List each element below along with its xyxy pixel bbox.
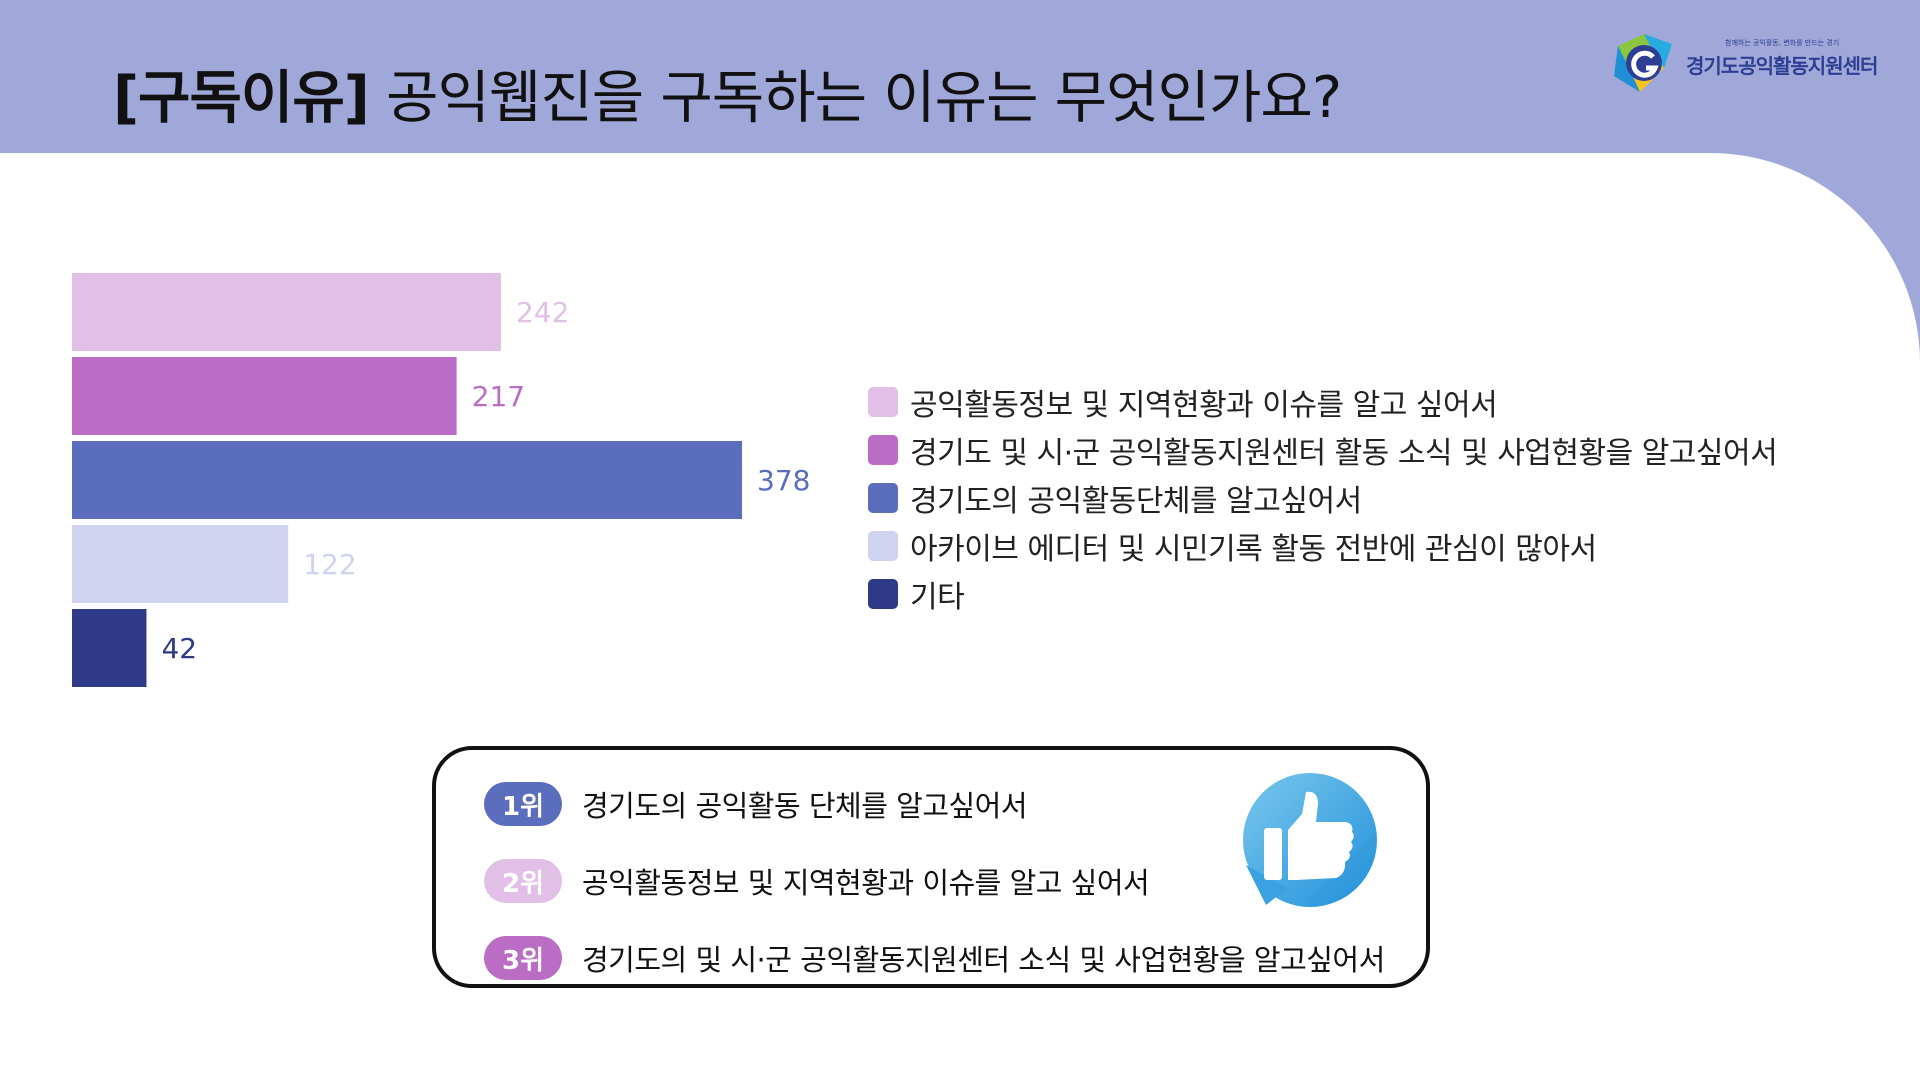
rank-text: 경기도의 공익활동 단체를 알고싶어서 [582, 789, 1028, 823]
legend-swatch [868, 387, 898, 417]
legend-label: 기타 [910, 580, 965, 615]
bar-3 [72, 441, 742, 519]
bar-4 [72, 525, 289, 603]
bar-value-label-5: 42 [161, 632, 197, 665]
legend-item-1: 공익활동정보 및 지역현황과 이슈를 알고 싶어서 [868, 378, 1777, 426]
legend-item-5: 기타 [868, 570, 1777, 618]
rank-badge: 3위 [484, 936, 562, 980]
bar-5 [72, 609, 147, 687]
legend-item-4: 아카이브 에디터 및 시민기록 활동 전반에 관심이 많아서 [868, 522, 1777, 570]
legend-swatch [868, 531, 898, 561]
title-text: 공익웹진을 구독하는 이유는 무엇인가요? [386, 65, 1342, 131]
rank-text: 경기도의 및 시·군 공익활동지원센터 소식 및 사업현황을 알고싶어서 [582, 943, 1385, 977]
rank-row-3: 3위 경기도의 및 시·군 공익활동지원센터 소식 및 사업현황을 알고싶어서 [484, 936, 1385, 980]
legend-swatch [868, 483, 898, 513]
logo-tagline: 함께하는 공익활동, 변화를 만드는 경기 [1725, 39, 1840, 47]
legend-swatch [868, 579, 898, 609]
logo-mark-icon [1614, 34, 1672, 92]
bar-value-label-3: 378 [757, 464, 810, 497]
logo-name: 경기도공익활동지원센터 [1686, 54, 1878, 78]
legend-label: 공익활동정보 및 지역현황과 이슈를 알고 싶어서 [910, 388, 1498, 423]
title-bracket: [구독이유] [113, 65, 370, 131]
legend-item-2: 경기도 및 시·군 공익활동지원센터 활동 소식 및 사업현황을 알고싶어서 [868, 426, 1778, 474]
page-title: [구독이유] 공익웹진을 구독하는 이유는 무엇인가요? [113, 52, 1342, 134]
legend-label: 아카이브 에디터 및 시민기록 활동 전반에 관심이 많아서 [910, 532, 1597, 567]
bar-value-label-2: 217 [472, 380, 525, 413]
bar-value-label-1: 242 [516, 296, 569, 329]
rank-row-1: 1위 경기도의 공익활동 단체를 알고싶어서 [484, 782, 1028, 826]
bar-value-label-4: 122 [303, 548, 356, 581]
legend-item-3: 경기도의 공익활동단체를 알고싶어서 [868, 474, 1777, 522]
legend-label: 경기도의 공익활동단체를 알고싶어서 [910, 484, 1362, 519]
bar-2 [72, 357, 457, 435]
legend-label: 경기도 및 시·군 공익활동지원센터 활동 소식 및 사업현황을 알고싶어서 [910, 436, 1778, 471]
legend-swatch [868, 435, 898, 465]
bar-1 [72, 273, 501, 351]
ranking-box: 1위 경기도의 공익활동 단체를 알고싶어서 2위 공익활동정보 및 지역현황과 이슈… [432, 746, 1430, 988]
rank-badge: 2위 [484, 859, 562, 903]
rank-text: 공익활동정보 및 지역현황과 이슈를 알고 싶어서 [582, 866, 1150, 900]
logo: 함께하는 공익활동, 변화를 만드는 경기 경기도공익활동지원센터 [1610, 28, 1900, 98]
rank-row-2: 2위 공익활동정보 및 지역현황과 이슈를 알고 싶어서 [484, 859, 1150, 903]
rank-badge: 1위 [484, 782, 562, 826]
thumbs-up-icon [1243, 773, 1377, 907]
